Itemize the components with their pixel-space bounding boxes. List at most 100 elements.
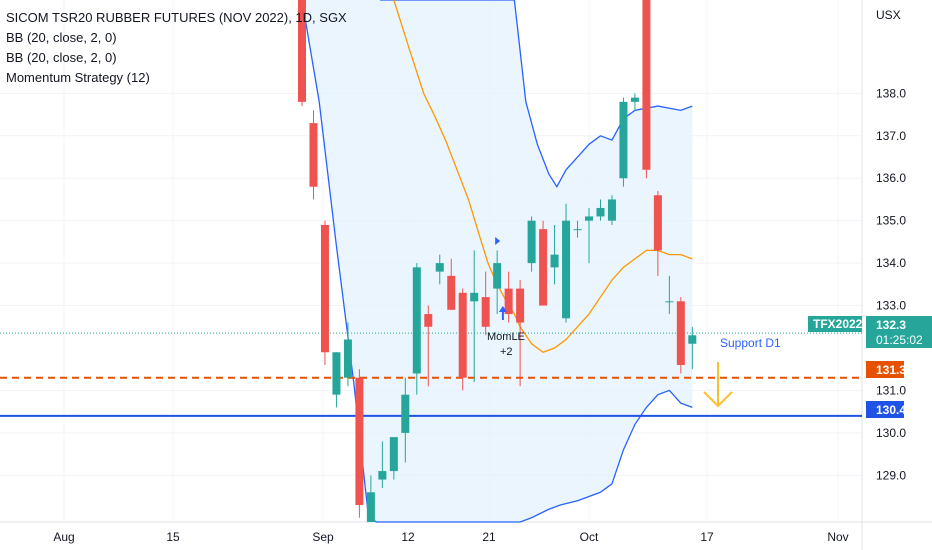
price-tags: TFX2022 132.3 01:25:02 131.3 130.4 — [808, 316, 932, 418]
chart-title[interactable]: SICOM TSR20 RUBBER FUTURES (NOV 2022), 1… — [6, 10, 347, 25]
indicator-momentum-strategy[interactable]: Momentum Strategy (12) — [6, 70, 150, 85]
candle-body — [389, 437, 398, 472]
candle-body — [412, 267, 421, 374]
price-tick-label: 131.0 — [876, 383, 906, 397]
candle-body — [447, 275, 456, 310]
price-tick-label: 138.0 — [876, 86, 906, 100]
strategy-signal-arrow-icon — [498, 306, 507, 312]
indicator-bb-2[interactable]: BB (20, close, 2, 0) — [6, 50, 117, 65]
candle — [619, 97, 628, 187]
candle — [378, 441, 387, 489]
candle — [688, 326, 697, 370]
candle — [504, 271, 513, 323]
candle — [298, 0, 306, 107]
candle — [355, 369, 364, 518]
strategy-signal-label: MomLE — [487, 331, 525, 343]
candle-body — [585, 216, 593, 221]
current-price-timer: 01:25:02 — [876, 333, 923, 347]
strategy-signal-qty: +2 — [500, 346, 513, 358]
support-arrow-down-icon — [703, 391, 733, 408]
strategy-entry-marker-icon — [495, 237, 501, 245]
candle — [665, 275, 674, 315]
candle — [343, 322, 352, 387]
price-tick-label: 135.0 — [876, 214, 906, 228]
current-price-value: 132.3 — [876, 318, 906, 332]
candle-body — [619, 101, 628, 179]
price-tick-label: 136.0 — [876, 171, 906, 185]
candle-body — [366, 492, 375, 522]
candle — [332, 352, 341, 408]
bollinger-upper-line — [380, 0, 693, 189]
candle-body — [493, 263, 502, 289]
candle-body — [676, 301, 685, 365]
time-tick-label: Aug — [53, 530, 74, 544]
time-tick-label: Nov — [827, 530, 848, 544]
support-orange-tag — [866, 361, 904, 378]
price-axis[interactable]: USX 129.0 130.0 131.0 133.0 134.0 135.0 136.0 13… — [876, 8, 906, 482]
candle-body — [665, 301, 674, 303]
indicator-bb-1[interactable]: BB (20, close, 2, 0) — [6, 30, 117, 45]
candle-body — [481, 297, 490, 327]
currency-label: USX — [876, 8, 901, 22]
support-d1-label: Support D1 — [720, 336, 781, 350]
candle-body — [320, 224, 329, 353]
candle — [435, 254, 444, 285]
time-tick-label: Oct — [580, 530, 599, 544]
candle — [424, 305, 433, 387]
candle — [447, 258, 456, 310]
time-tick-label: 12 — [401, 530, 415, 544]
candle — [630, 93, 639, 111]
candle — [309, 110, 318, 200]
candle-body — [298, 0, 306, 102]
chart-legend: SICOM TSR20 RUBBER FUTURES (NOV 2022), 1… — [6, 8, 347, 88]
candle — [366, 475, 375, 522]
candle-body — [343, 339, 352, 378]
support-orange-value: 131.3 — [876, 363, 906, 377]
candle-body — [688, 335, 697, 344]
time-tick-label: 15 — [166, 530, 180, 544]
candle-body — [562, 220, 571, 319]
current-price-tag — [866, 316, 932, 348]
candle — [527, 216, 536, 272]
support-blue-value: 130.4 — [876, 403, 906, 417]
candle — [493, 250, 502, 315]
candle-body — [504, 288, 513, 315]
price-tick-label: 129.0 — [876, 468, 906, 482]
candle-body — [573, 229, 582, 231]
candle-body — [653, 195, 662, 251]
candle-body — [458, 292, 467, 378]
candle — [585, 207, 593, 264]
candle-body — [401, 394, 410, 433]
candle-body — [527, 220, 536, 264]
time-tick-label: Sep — [312, 530, 334, 544]
time-tick-label: 17 — [700, 530, 714, 544]
candle — [412, 263, 421, 395]
support-blue-tag — [866, 401, 904, 418]
candle — [607, 195, 616, 225]
candle-body — [642, 0, 651, 170]
candle-body — [435, 263, 444, 272]
candle-body — [309, 123, 318, 187]
candle-body — [378, 471, 387, 480]
candle — [596, 199, 605, 221]
candle-body — [470, 292, 479, 302]
candle — [562, 203, 571, 323]
time-tick-label: 21 — [482, 530, 496, 544]
candle-body — [550, 254, 559, 268]
candle — [470, 250, 479, 382]
bollinger-basis-line — [393, 0, 693, 353]
annotations: Support D1 MomLE +2 — [487, 331, 781, 358]
candle — [320, 220, 329, 365]
candle — [481, 271, 490, 336]
candle-body — [539, 229, 548, 306]
candle — [573, 220, 582, 238]
candle-body — [607, 199, 616, 221]
candle — [389, 437, 398, 480]
candle-body — [355, 377, 364, 506]
time-axis[interactable]: Aug 15 Sep 12 21 Oct 17 Nov — [53, 530, 848, 544]
price-tick-label: 137.0 — [876, 129, 906, 143]
candlesticks — [298, 0, 733, 522]
candle-body — [596, 207, 605, 217]
price-tick-label: 130.0 — [876, 426, 906, 440]
